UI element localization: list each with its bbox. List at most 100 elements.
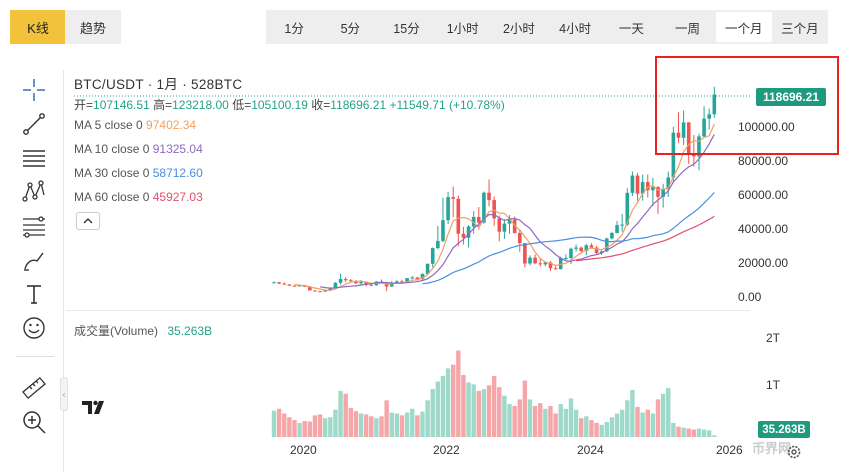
trendline-icon[interactable]: [20, 110, 48, 138]
interval-1m[interactable]: 1分: [284, 21, 304, 36]
volume-bar: [502, 395, 507, 437]
ma30-label: MA 30 close 0: [74, 166, 150, 180]
volume-tag: 35.263B: [758, 421, 810, 438]
x-tick: 2020: [290, 443, 317, 457]
volume-bar: [338, 390, 343, 437]
candle: [323, 290, 327, 292]
emoji-icon[interactable]: [20, 314, 48, 342]
volume-label: 成交量(Volume): [74, 324, 159, 338]
volume-bar: [312, 415, 318, 437]
volume-bar: [553, 413, 558, 437]
candle: [436, 240, 440, 249]
volume-bar: [415, 415, 420, 437]
volume-bar: [707, 430, 712, 437]
price-tick: 100000.00: [738, 120, 795, 134]
interval-1mo[interactable]: 一个月: [715, 12, 772, 42]
candle: [446, 197, 450, 221]
volume-bar: [420, 411, 425, 437]
candle: [615, 225, 619, 234]
ma5-legend: MA 5 close 0 97402.34: [74, 118, 196, 132]
candle: [707, 114, 711, 119]
candle: [297, 285, 302, 287]
volume-bar: [522, 380, 528, 437]
ma-lines-group: [294, 123, 715, 292]
candle: [553, 268, 558, 270]
volume-tick: 2T: [766, 331, 781, 345]
interval-3mo[interactable]: 三个月: [781, 21, 819, 36]
candle: [681, 122, 686, 138]
candle: [466, 226, 471, 238]
volume-bar: [466, 382, 471, 437]
candle: [272, 282, 276, 284]
gear-icon[interactable]: [786, 444, 802, 460]
volume-bar: [282, 413, 287, 437]
ohlc-readout: 开=107146.51 高=123218.00 低=105100.19 收=11…: [74, 96, 505, 113]
candles-group: [272, 86, 717, 293]
interval-1d[interactable]: 一天: [618, 21, 644, 36]
volume-bar: [568, 398, 574, 437]
volume-bar: [594, 422, 599, 437]
volume-bar: [363, 414, 369, 437]
candle: [584, 245, 589, 251]
toolbar-collapse-handle[interactable]: ‹: [60, 377, 68, 411]
volume-bar: [686, 428, 691, 437]
candle: [610, 233, 614, 239]
volume-bar: [328, 417, 333, 437]
volume-bar: [497, 387, 502, 437]
volume-bar: [543, 408, 548, 437]
text-icon[interactable]: [20, 280, 48, 308]
volume-bar: [307, 421, 313, 437]
volume-bar: [660, 393, 666, 437]
open-label: 开=: [74, 98, 94, 112]
low-label: 低=: [232, 98, 252, 112]
volume-bar: [343, 393, 348, 437]
volume-bar: [701, 429, 707, 437]
tab-kline[interactable]: K线: [10, 10, 66, 44]
candle: [425, 263, 430, 274]
legend-collapse-button[interactable]: [76, 212, 100, 230]
candle: [512, 219, 517, 234]
interval-4h[interactable]: 4小时: [559, 21, 592, 36]
fib-icon[interactable]: [20, 212, 48, 240]
volume-bar: [358, 413, 364, 437]
volume-bar: [471, 384, 476, 437]
candle: [702, 118, 706, 137]
candle: [523, 243, 527, 264]
volume-bar: [676, 426, 681, 437]
pane-separator: [66, 310, 750, 311]
interval-1w[interactable]: 一周: [675, 21, 701, 36]
candle: [338, 279, 343, 283]
interval-2h[interactable]: 2小时: [502, 21, 535, 36]
horizontal-lines-icon[interactable]: [20, 144, 48, 172]
pattern-icon[interactable]: [20, 178, 48, 206]
volume-bar: [625, 400, 630, 437]
candle: [635, 175, 640, 194]
volume-bars-group: [271, 350, 717, 437]
ruler-icon[interactable]: [20, 374, 48, 402]
candle: [640, 182, 645, 194]
brush-icon[interactable]: [20, 246, 48, 274]
volume-bar: [348, 407, 353, 437]
x-tick: 2024: [577, 443, 604, 457]
zoom-in-icon[interactable]: [20, 408, 48, 436]
candle: [359, 281, 363, 284]
volume-bar: [297, 422, 302, 437]
volume-bar: [323, 418, 328, 437]
tab-trend[interactable]: 趋势: [65, 10, 121, 44]
ma30-value: 58712.60: [152, 166, 203, 180]
volume-bar: [579, 418, 584, 437]
volume-bar: [486, 385, 492, 437]
volume-bar: [563, 408, 569, 437]
interval-5m[interactable]: 5分: [340, 21, 361, 36]
candle: [543, 262, 548, 265]
volume-bar: [445, 368, 451, 437]
interval-15m[interactable]: 15分: [393, 21, 420, 36]
candle: [477, 216, 481, 223]
candle: [349, 280, 353, 282]
candle: [389, 282, 394, 287]
crosshair-icon[interactable]: [20, 76, 48, 104]
interval-1h[interactable]: 1小时: [446, 21, 479, 36]
ma10-line: [320, 134, 715, 289]
volume-bar: [609, 417, 615, 437]
